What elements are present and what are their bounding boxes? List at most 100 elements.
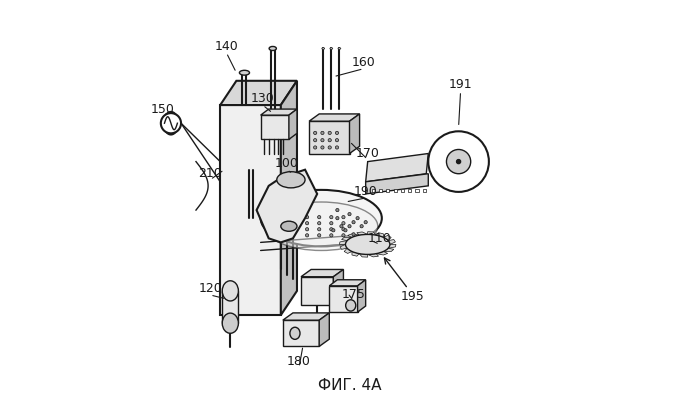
Polygon shape xyxy=(352,252,359,256)
Bar xyxy=(387,189,389,192)
Ellipse shape xyxy=(222,313,238,333)
Circle shape xyxy=(342,234,345,237)
Polygon shape xyxy=(261,109,297,115)
Circle shape xyxy=(317,215,321,219)
Circle shape xyxy=(352,233,355,236)
Circle shape xyxy=(348,225,351,228)
Circle shape xyxy=(364,221,367,224)
Polygon shape xyxy=(261,115,289,139)
Polygon shape xyxy=(281,81,297,315)
Polygon shape xyxy=(388,240,396,244)
Polygon shape xyxy=(368,231,376,235)
Circle shape xyxy=(330,234,333,237)
Polygon shape xyxy=(319,313,329,347)
Bar xyxy=(372,189,375,192)
Circle shape xyxy=(456,160,461,164)
Circle shape xyxy=(342,221,345,225)
Circle shape xyxy=(336,217,339,220)
Circle shape xyxy=(305,221,309,225)
Text: 140: 140 xyxy=(215,40,238,53)
Circle shape xyxy=(330,221,333,225)
Bar xyxy=(415,189,419,192)
Circle shape xyxy=(330,215,333,219)
Ellipse shape xyxy=(290,327,300,339)
Ellipse shape xyxy=(269,46,276,50)
Circle shape xyxy=(314,131,317,135)
Ellipse shape xyxy=(345,234,390,255)
Polygon shape xyxy=(329,286,358,312)
Polygon shape xyxy=(347,234,359,237)
Ellipse shape xyxy=(265,202,377,250)
Circle shape xyxy=(314,139,317,142)
Polygon shape xyxy=(366,174,428,194)
Text: 175: 175 xyxy=(342,288,366,301)
Circle shape xyxy=(321,131,324,135)
Circle shape xyxy=(317,221,321,225)
Polygon shape xyxy=(283,320,319,347)
Bar xyxy=(394,189,397,192)
Text: 150: 150 xyxy=(151,103,175,116)
Circle shape xyxy=(342,228,345,231)
Bar xyxy=(401,189,404,192)
Polygon shape xyxy=(329,280,366,286)
Circle shape xyxy=(336,139,338,142)
Polygon shape xyxy=(340,244,347,249)
Circle shape xyxy=(360,225,363,228)
Ellipse shape xyxy=(222,281,238,301)
Text: 100: 100 xyxy=(275,157,298,170)
Circle shape xyxy=(336,146,338,149)
Circle shape xyxy=(305,215,309,219)
Text: 191: 191 xyxy=(449,78,473,91)
Polygon shape xyxy=(257,170,317,242)
Ellipse shape xyxy=(277,172,305,188)
Polygon shape xyxy=(340,241,347,244)
Circle shape xyxy=(328,139,331,142)
Circle shape xyxy=(332,229,335,232)
Bar xyxy=(379,189,382,192)
Ellipse shape xyxy=(281,221,297,231)
Circle shape xyxy=(321,146,324,149)
Circle shape xyxy=(336,208,339,212)
Polygon shape xyxy=(383,236,391,241)
Polygon shape xyxy=(358,280,366,312)
Ellipse shape xyxy=(330,48,333,49)
Bar xyxy=(423,189,426,192)
Polygon shape xyxy=(289,109,297,139)
Circle shape xyxy=(428,131,489,192)
Ellipse shape xyxy=(240,70,250,75)
Circle shape xyxy=(336,131,338,135)
Circle shape xyxy=(317,228,321,231)
Circle shape xyxy=(161,113,181,133)
Circle shape xyxy=(348,213,351,216)
Polygon shape xyxy=(333,269,343,305)
Polygon shape xyxy=(301,277,333,305)
Circle shape xyxy=(330,228,333,231)
Circle shape xyxy=(340,225,343,228)
Polygon shape xyxy=(357,232,368,235)
Text: 180: 180 xyxy=(287,355,311,368)
Polygon shape xyxy=(350,114,359,154)
Polygon shape xyxy=(388,244,396,248)
Text: 170: 170 xyxy=(356,147,380,160)
Ellipse shape xyxy=(346,300,356,311)
Circle shape xyxy=(305,228,309,231)
Text: 160: 160 xyxy=(352,56,375,69)
Circle shape xyxy=(447,149,470,174)
Polygon shape xyxy=(301,269,343,277)
Circle shape xyxy=(356,217,359,220)
Ellipse shape xyxy=(261,190,382,246)
Text: 110: 110 xyxy=(368,232,391,245)
Text: ФИГ. 4А: ФИГ. 4А xyxy=(318,378,381,393)
Circle shape xyxy=(342,215,345,219)
Polygon shape xyxy=(283,313,329,320)
Text: 210: 210 xyxy=(199,167,222,180)
Circle shape xyxy=(314,146,317,149)
Polygon shape xyxy=(344,248,352,253)
Circle shape xyxy=(344,229,347,232)
Polygon shape xyxy=(309,121,350,154)
Circle shape xyxy=(305,234,309,237)
Circle shape xyxy=(352,221,355,224)
Circle shape xyxy=(328,131,331,135)
Circle shape xyxy=(328,146,331,149)
Polygon shape xyxy=(383,248,394,252)
